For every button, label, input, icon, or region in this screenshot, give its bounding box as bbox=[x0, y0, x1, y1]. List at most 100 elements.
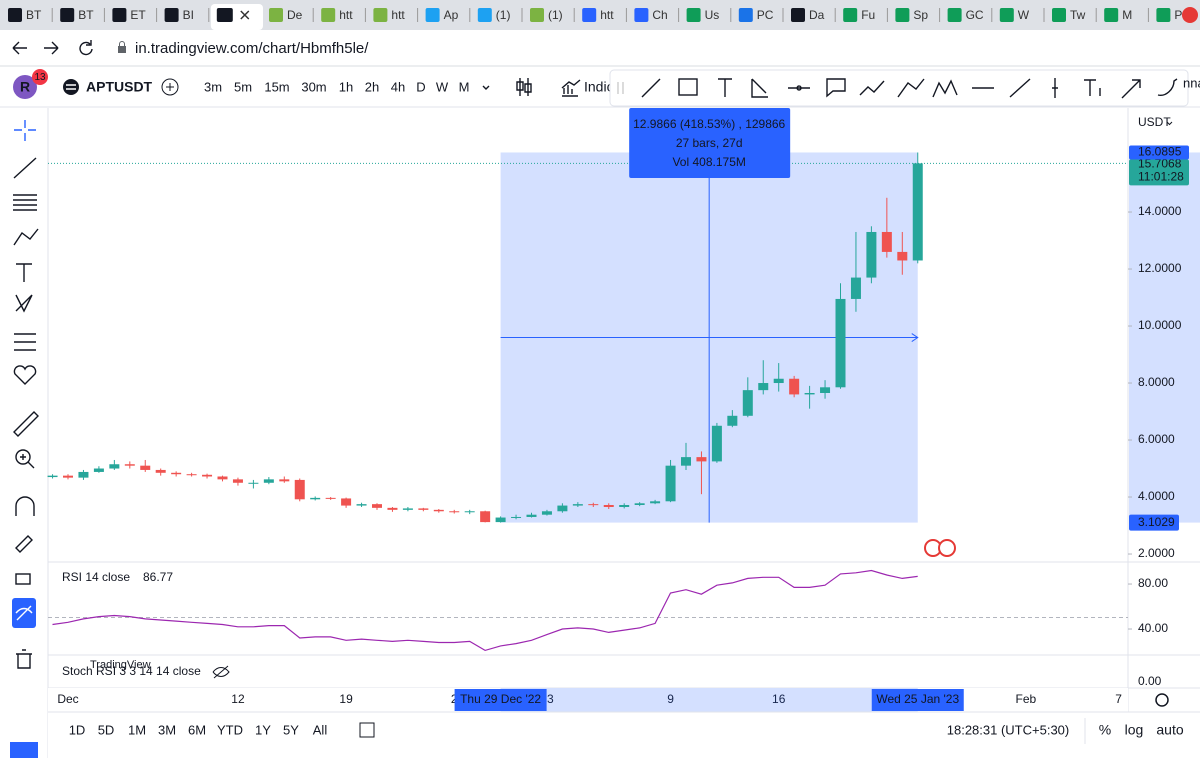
tab[interactable]: GC bbox=[947, 8, 993, 22]
tool-path[interactable] bbox=[859, 80, 885, 96]
x-tick-label: 7 bbox=[1115, 692, 1122, 706]
interval-button[interactable]: 2h bbox=[365, 79, 379, 94]
range-button[interactable]: 1Y bbox=[255, 722, 271, 737]
interval-button[interactable]: 30m bbox=[301, 79, 326, 94]
tool-vline[interactable] bbox=[1052, 78, 1058, 98]
tab[interactable]: Tw bbox=[1052, 8, 1097, 22]
tool-tweet[interactable] bbox=[1157, 78, 1178, 96]
range-button[interactable]: 1D bbox=[69, 722, 86, 737]
interval-button[interactable]: W bbox=[436, 79, 449, 94]
tab-close[interactable] bbox=[240, 10, 250, 20]
tab[interactable]: W bbox=[999, 8, 1045, 22]
tool-text[interactable] bbox=[16, 263, 32, 282]
tab[interactable]: Us bbox=[686, 8, 732, 22]
interval-button[interactable]: M bbox=[459, 79, 470, 94]
rsi-title[interactable]: RSI 14 close bbox=[62, 570, 130, 584]
tool-magnet[interactable] bbox=[15, 496, 35, 516]
settings-button[interactable] bbox=[1155, 693, 1169, 707]
tool-arrow[interactable] bbox=[1121, 79, 1141, 99]
interval-button[interactable]: 1h bbox=[339, 79, 353, 94]
tool-xabcd[interactable] bbox=[15, 294, 33, 313]
tab[interactable]: BT bbox=[60, 8, 105, 22]
tab[interactable]: BI bbox=[164, 8, 210, 22]
forward-button[interactable] bbox=[44, 41, 59, 55]
star-button[interactable] bbox=[10, 742, 38, 758]
reload-button[interactable] bbox=[79, 40, 93, 56]
tool-extended[interactable] bbox=[1009, 78, 1031, 98]
interval-button[interactable]: 3m bbox=[204, 79, 222, 94]
percent-toggle[interactable]: % bbox=[1099, 722, 1111, 738]
tool-hline[interactable] bbox=[788, 85, 810, 91]
tool-heart[interactable] bbox=[13, 365, 37, 385]
event-flag[interactable] bbox=[938, 539, 956, 557]
hide-icon[interactable] bbox=[212, 665, 230, 679]
tab[interactable]: PC bbox=[738, 8, 784, 22]
tab[interactable]: htt bbox=[321, 8, 366, 22]
interval-button[interactable]: 4h bbox=[391, 79, 405, 94]
tab[interactable]: Fu bbox=[843, 8, 888, 22]
stoch-title[interactable]: Stoch RSI 3 3 14 14 close bbox=[62, 664, 201, 678]
log-toggle[interactable]: log bbox=[1125, 722, 1144, 738]
url[interactable]: in.tradingview.com/chart/Hbmfh5le/ bbox=[135, 40, 369, 57]
interval-button[interactable]: 15m bbox=[264, 79, 289, 94]
tool-hide bbox=[15, 605, 33, 621]
tool-anchored-text[interactable] bbox=[1084, 79, 1101, 96]
tool-fib[interactable] bbox=[13, 194, 37, 211]
tab[interactable]: htt bbox=[582, 8, 627, 22]
interval-button[interactable]: 5m bbox=[234, 79, 252, 94]
tool-pattern[interactable] bbox=[932, 79, 958, 98]
tab[interactable]: Sp bbox=[895, 8, 941, 22]
candle-body bbox=[47, 475, 58, 478]
tab[interactable]: Ap bbox=[425, 8, 471, 22]
back-button[interactable] bbox=[12, 41, 27, 55]
tab[interactable]: De bbox=[269, 8, 314, 22]
range-button[interactable]: All bbox=[313, 722, 328, 737]
tool-pitchfork[interactable] bbox=[751, 78, 768, 98]
tab[interactable]: htt bbox=[373, 8, 419, 22]
profile-icon[interactable] bbox=[1182, 7, 1198, 23]
range-button[interactable]: 3M bbox=[158, 722, 176, 737]
tool-lock[interactable] bbox=[15, 573, 31, 585]
tool-forecast[interactable] bbox=[14, 333, 36, 351]
date-range-button[interactable] bbox=[359, 722, 375, 738]
tool-line[interactable] bbox=[641, 78, 661, 98]
tool-ruler[interactable] bbox=[13, 411, 39, 437]
interval-button[interactable]: D bbox=[416, 79, 425, 94]
tab[interactable]: (1) bbox=[530, 8, 575, 22]
symbol[interactable]: APTUSDT bbox=[86, 79, 153, 95]
range-button[interactable]: 5D bbox=[98, 722, 115, 737]
tool-zoom[interactable] bbox=[15, 449, 31, 465]
tab[interactable]: (1) bbox=[477, 8, 523, 22]
range-button[interactable]: 6M bbox=[188, 722, 206, 737]
tab-icon bbox=[60, 8, 75, 22]
tool-text[interactable] bbox=[718, 78, 732, 97]
range-button[interactable]: 5Y bbox=[283, 722, 299, 737]
tool-rect[interactable] bbox=[678, 78, 698, 96]
tool-cross[interactable] bbox=[14, 120, 36, 141]
tab[interactable]: ET bbox=[112, 8, 158, 22]
tool-callout[interactable] bbox=[826, 78, 846, 98]
candle-body bbox=[310, 497, 321, 500]
tool-lock-draw[interactable] bbox=[15, 535, 33, 553]
chart-type-button[interactable] bbox=[516, 78, 532, 96]
candle-body bbox=[418, 508, 429, 510]
tool-trend[interactable] bbox=[13, 157, 37, 179]
range-button[interactable]: 1M bbox=[128, 722, 146, 737]
avatar[interactable] bbox=[13, 75, 37, 99]
tab[interactable]: Ch bbox=[634, 8, 680, 22]
range-button[interactable]: YTD bbox=[217, 722, 243, 737]
compare-button[interactable] bbox=[161, 78, 179, 96]
indicators-button[interactable]: Indic bbox=[584, 79, 614, 95]
tool-pattern[interactable] bbox=[13, 228, 39, 246]
intervals-menu[interactable] bbox=[482, 85, 490, 90]
tool-trash[interactable] bbox=[16, 649, 32, 669]
currency-label[interactable]: USDT bbox=[1138, 115, 1171, 129]
clock[interactable]: 18:28:31 (UTC+5:30) bbox=[947, 722, 1069, 737]
tool-brush[interactable] bbox=[897, 78, 925, 98]
candle-body bbox=[202, 474, 213, 477]
tab[interactable]: BT bbox=[8, 8, 53, 22]
tab-title: BT bbox=[78, 8, 94, 22]
tab[interactable]: M bbox=[1104, 8, 1149, 22]
tab[interactable]: Da bbox=[791, 8, 836, 22]
auto-toggle[interactable]: auto bbox=[1156, 722, 1183, 738]
